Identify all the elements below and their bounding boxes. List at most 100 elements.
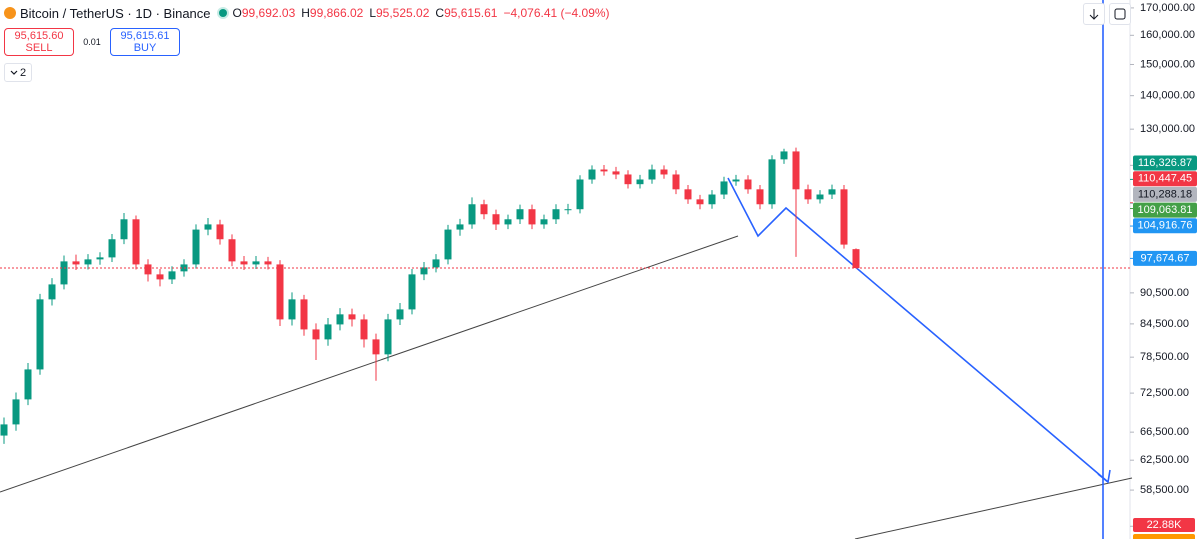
candle-body [24,369,32,400]
ohlc-item: O99,692.03 [233,6,296,20]
candle-body [60,261,68,285]
candle-body [168,271,176,280]
candle-body [312,329,320,340]
price-label-box [1133,171,1197,187]
candle-body [240,261,248,265]
header: Bitcoin / TetherUS · 1D · Binance O99,69… [4,4,610,22]
price-label: 104,916.76 [1137,220,1192,232]
candle-body [576,179,584,210]
candle-body [408,274,416,310]
symbol-title[interactable]: Bitcoin / TetherUS · 1D · Binance [20,5,211,21]
ohlc-item: L95,525.02 [369,6,429,20]
path-drawing [727,177,1109,483]
volume-label-box [1133,534,1195,539]
candle-body [204,224,212,230]
candle-body [744,179,752,190]
candle-body [0,424,8,436]
buy-button[interactable]: 95,615.61 BUY [110,28,180,56]
candle-body [336,314,344,325]
candle-body [72,261,80,265]
price-label: 116,326.87 [1138,157,1192,169]
scroll-button[interactable] [1083,3,1105,25]
candle-body [48,284,56,300]
candle-body [324,324,332,340]
candle-body [228,239,236,262]
candle-body [840,189,848,245]
candle-body [828,189,836,195]
candle-body [624,174,632,185]
candle-body [816,194,824,200]
candle-body [660,169,668,175]
y-tick-label: 84,500.00 [1140,318,1189,330]
price-change: −4,076.41 (−4.09%) [503,6,610,20]
candle-body [396,309,404,320]
ohlc-legend: O99,692.03 H99,866.02 L95,525.02 C95,615.61 [233,6,498,20]
volume-label-box [1133,518,1195,532]
candle-body [348,314,356,320]
price-label-box [1133,202,1197,218]
candle-body [36,299,44,370]
candle-body [588,169,596,180]
candle-body [672,174,680,190]
candle-body [144,264,152,275]
price-label: 110,447.45 [1138,173,1192,185]
volume-label: 22.88K [1147,519,1183,531]
candle-body [648,169,656,180]
y-tick-label: 150,000.00 [1140,58,1195,70]
candle-body [384,319,392,355]
candles [0,147,1130,444]
candle-body [732,179,740,182]
tools [1083,3,1131,25]
candle-body [192,229,200,265]
y-tick-label: 140,000.00 [1140,90,1195,102]
candle-body [552,209,560,220]
candle-body [780,151,788,160]
candle-body [288,299,296,320]
y-tick-label: 90,500.00 [1140,287,1189,299]
y-tick-label: 58,500.00 [1140,484,1189,496]
ohlc-key: H [301,6,310,20]
y-tick-label: 160,000.00 [1140,29,1195,41]
candle-body [132,219,140,265]
y-axis: 170,000.00 160,000.00 150,000.00 140,000.00… [1130,2,1195,532]
candle-body [480,204,488,215]
ohlc-item: H99,866.02 [301,6,363,20]
ohlc-value: 99,692.03 [241,6,296,20]
candle-body [84,259,92,265]
chevron [10,70,18,75]
candle-body [264,261,272,265]
candle-body [360,319,368,340]
candle-body [768,159,776,205]
ohlc-key: L [369,6,376,20]
candle-body [504,219,512,225]
candle-body [276,264,284,320]
price-label-box [1133,250,1197,266]
candle-body [792,151,800,190]
ohlc-item: C95,615.61 [435,6,497,20]
fullscreen-button[interactable] [1109,3,1131,25]
y-tick-label: 130,000.00 [1140,123,1195,135]
price-label-box [1133,155,1197,171]
candle-body [120,219,128,240]
candle-body [516,209,524,220]
candle-body [420,267,428,275]
candle-body [720,181,728,195]
price-label-box [1133,218,1197,234]
y-tick-label: 170,000.00 [1140,2,1195,14]
candle-body [684,189,692,200]
candle-body [456,224,464,230]
price-label-box [1133,186,1197,202]
trade-panel: 95,615.60 SELL 0.01 95,615.61 BUY [4,28,180,56]
candle-body [540,219,548,225]
candle-body [252,261,260,265]
y-tick-label: 72,500.00 [1140,387,1189,399]
ohlc-key: O [232,6,242,20]
sell-label: SELL [25,42,53,54]
indicators-toggle[interactable]: 2 [4,63,32,82]
candle-body [432,259,440,268]
trend-line [0,235,739,493]
candle-body [300,299,308,330]
sell-button[interactable]: 95,615.60 SELL [4,28,74,56]
candle-body [12,399,20,425]
